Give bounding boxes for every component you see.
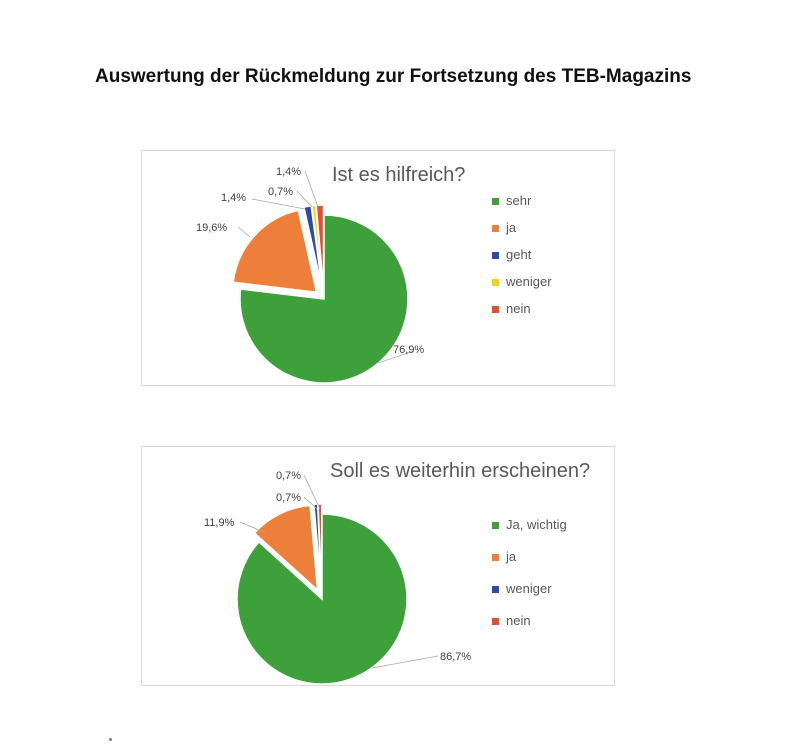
pie-chart-hilfreich: Ist es hilfreich? 76,9% 19,6% 1,4% 0,7% 1,4% s… xyxy=(196,164,552,384)
pie-slice-ja-wichtig xyxy=(236,513,408,685)
chart-title: Ist es hilfreich? xyxy=(332,164,465,186)
page-title: Auswertung der Rückmeldung zur Fortsetzu… xyxy=(95,66,692,87)
legend-swatch-sehr xyxy=(492,198,499,205)
leader-line xyxy=(303,496,318,510)
legend-swatch-nein xyxy=(492,618,499,625)
legend-label-sehr: sehr xyxy=(506,193,532,208)
legend-swatch-ja-wichtig xyxy=(492,522,499,529)
legend-label-weniger: weniger xyxy=(505,274,552,289)
pie-slice-nein xyxy=(315,204,325,290)
leader-line xyxy=(377,350,415,364)
legend-label-nein: nein xyxy=(506,613,531,628)
chart-title: Soll es weiterhin erscheinen? xyxy=(330,460,590,482)
data-label-ja: 11,9% xyxy=(204,517,235,529)
leader-line xyxy=(239,521,267,534)
legend-swatch-ja xyxy=(492,225,499,232)
data-label-nein: 0,7% xyxy=(276,470,301,482)
chart-hilfreich: Ist es hilfreich? 76,9% 19,6% 1,4% 0,7% 1,4% s… xyxy=(141,150,615,386)
legend-label-ja: ja xyxy=(505,549,517,564)
data-label-ja-wichtig: 86,7% xyxy=(440,651,471,663)
legend-label-ja-wichtig: Ja, wichtig xyxy=(506,517,567,532)
pie-chart-erscheinen: Soll es weiterhin erscheinen? 86,7% 11,9% 0… xyxy=(204,460,590,685)
data-label-nein: 1,4% xyxy=(276,166,301,178)
leader-line xyxy=(371,655,439,669)
data-label-weniger: 0,7% xyxy=(276,492,301,504)
data-label-sehr: 76,9% xyxy=(393,344,424,356)
legend-label-ja: ja xyxy=(505,220,517,235)
chart-erscheinen: Soll es weiterhin erscheinen? 86,7% 11,9% 0… xyxy=(141,446,615,686)
legend-swatch-geht xyxy=(492,252,499,259)
legend-label-nein: nein xyxy=(506,301,531,316)
legend-swatch-ja xyxy=(492,554,499,561)
legend-label-geht: geht xyxy=(506,247,532,262)
data-label-weniger: 0,7% xyxy=(268,186,293,198)
leader-line xyxy=(304,170,319,208)
legend-swatch-weniger xyxy=(492,279,499,286)
legend-swatch-weniger xyxy=(492,586,499,593)
pie-slice-ja xyxy=(232,209,318,294)
data-label-geht: 1,4% xyxy=(221,192,246,204)
pie-slice-ja xyxy=(253,504,319,592)
pie-slice-sehr xyxy=(239,214,409,384)
legend-swatch-nein xyxy=(492,306,499,313)
leader-line xyxy=(303,474,321,510)
legend-label-weniger: weniger xyxy=(505,581,552,596)
data-label-ja: 19,6% xyxy=(196,222,227,234)
leader-line xyxy=(237,226,251,238)
leader-line xyxy=(251,198,306,210)
scan-speck xyxy=(109,738,112,741)
leader-line xyxy=(296,190,313,208)
